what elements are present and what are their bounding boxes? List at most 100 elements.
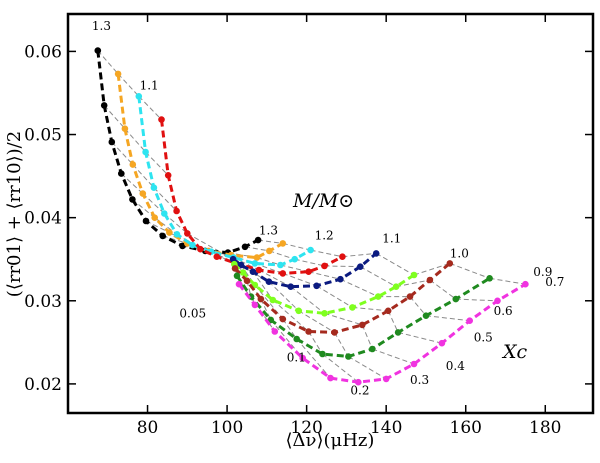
data-point [349,304,356,311]
mass-label: 0.9 [533,265,552,279]
axis-ticks [68,14,593,413]
isochrone-segment [409,296,427,317]
data-point [307,246,314,254]
data-point [466,317,474,325]
isochrone-segment [449,262,490,279]
data-point [266,247,273,255]
isochrone-segment [387,310,399,333]
data-point [118,170,125,177]
data-point [161,210,168,217]
data-point [279,240,287,247]
data-point [159,232,166,240]
data-point [313,282,320,290]
mass-label: 1.1 [382,232,401,246]
isochrone-segment [334,332,349,357]
data-point [241,243,249,251]
isochrone-segment [124,128,146,153]
data-point [522,280,529,288]
mass-label: 1.3 [92,19,111,33]
isochrone-segment [282,242,311,251]
data-point [291,255,299,263]
xc-label: 0.05 [179,306,206,320]
series-track-7 [233,272,493,360]
isochrone-segment [120,173,144,194]
data-point [249,268,257,276]
isochrone-segment [308,271,341,280]
isochrone-segment [425,315,470,322]
data-point [486,275,493,282]
data-point [189,241,196,249]
data-point [184,230,191,237]
data-point [299,354,307,362]
isochrone-segment [258,269,291,288]
data-point [129,161,137,168]
y-tick-label: 0.03 [24,292,62,312]
isochrone-segment [268,281,300,312]
isochrone-segment [256,257,281,266]
mass-label: 1.3 [259,223,278,237]
isochrone-segment [97,50,119,75]
data-point [321,310,328,317]
data-point [277,261,284,269]
series-track-8 [235,280,529,386]
xc-label: 0.1 [287,351,306,365]
isochrone-segment [260,298,272,321]
series-line [96,50,259,255]
plot-frame [66,12,595,415]
isochrone-segment [272,299,309,332]
isochrone-segment [455,298,498,302]
data-point [345,353,352,360]
xc-label: 0.5 [474,331,493,345]
isochrone-segment [294,258,325,267]
data-point [327,374,334,382]
data-point [337,275,344,283]
series-line [232,252,378,289]
y-tick-label: 0.02 [24,375,62,395]
data-point [422,312,430,320]
isochrone-segment [348,356,387,380]
data-point [129,196,136,203]
isochrone-segment [132,199,156,219]
data-point [271,328,279,335]
isochrone-segment [324,265,361,268]
data-point [114,70,122,78]
isochrone-segment [290,286,325,314]
x-tick-label: 100 [211,418,243,438]
series-line [137,96,312,267]
x-tick-label: 160 [450,418,482,438]
data-point [239,269,247,276]
data-point [197,245,204,253]
isochrone-segment [103,105,126,130]
annotations: 1.3 1.1 1.3 1.2 1.1 1.0 0.90.7 0.60.5 0.4 0.3 0.2 0… [92,19,564,398]
mass-tracks [94,47,529,386]
data-point [369,345,376,353]
x-axis-label: ⟨Δν⟩(μHz) [286,430,375,451]
data-point [251,260,259,267]
data-point [158,116,165,123]
data-point [410,360,418,368]
isochrone-segment [142,193,165,214]
series-track-6 [231,260,454,336]
data-point [151,214,158,221]
isochrone-segment [254,284,284,320]
data-point [108,138,116,146]
isochrone-segment [429,279,457,300]
data-point [410,271,418,279]
isochrone-segment [342,252,377,258]
isochrone-mesh [97,50,526,383]
isochrone-segment [145,151,169,176]
data-point [374,293,382,300]
mass-axis-annotation: M/M⊙ [292,190,354,212]
isochrone-segment [132,164,155,189]
data-point [257,295,265,303]
data-point [339,253,346,260]
data-point [173,231,181,238]
isochrone-segment [117,73,140,97]
isochrone-segment [163,213,188,234]
mass-label: 1.0 [450,247,469,261]
data-point [213,253,221,260]
data-point [305,268,312,276]
data-point [235,280,243,288]
data-point [254,236,262,244]
